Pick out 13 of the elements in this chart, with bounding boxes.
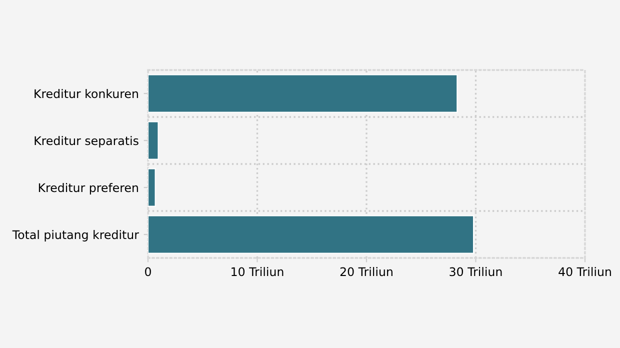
y-tick-label: Kreditur konkuren	[34, 89, 138, 98]
bar	[148, 121, 159, 160]
bar	[148, 168, 156, 207]
x-tick-label: 20 Triliun	[340, 267, 392, 276]
bar	[148, 215, 474, 254]
x-tick-label: 30 Triliun	[450, 267, 502, 276]
x-tick-label: 10 Triliun	[232, 267, 284, 276]
y-tick-label: Total piutang kreditur	[12, 230, 139, 242]
x-tick-label: 40 Triliun	[558, 267, 611, 276]
bar	[148, 74, 458, 113]
x-tick-label: 0	[145, 267, 151, 276]
y-tick-label: Kreditur separatis	[34, 136, 138, 148]
y-tick-label: Kreditur preferen	[38, 183, 138, 194]
